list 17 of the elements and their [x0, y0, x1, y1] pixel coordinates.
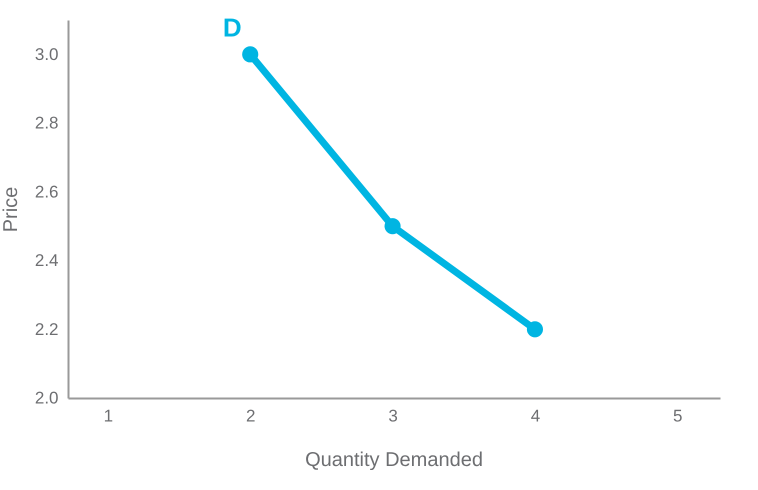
y-axis-title: Price: [0, 186, 22, 232]
series-label: D: [222, 12, 242, 42]
x-tick-label: 1: [104, 406, 114, 426]
point: [384, 218, 401, 234]
y-tick-label: 2.0: [34, 388, 58, 408]
x-tick-label: 4: [530, 406, 540, 426]
point: [526, 321, 543, 338]
x-tick-label: 5: [673, 406, 683, 426]
point: [242, 46, 258, 62]
x-axis-title: Quantity Demanded: [305, 449, 483, 471]
y-tick-label: 2.6: [34, 182, 58, 202]
x-tick-label: 3: [388, 406, 398, 426]
x-tick-label: 2: [246, 406, 256, 426]
y-tick-label: 2.8: [34, 114, 58, 133]
y-tick-label: 2.4: [34, 251, 58, 270]
y-tick-label: 2.2: [34, 320, 58, 339]
y-tick-label: 3.0: [34, 44, 58, 64]
